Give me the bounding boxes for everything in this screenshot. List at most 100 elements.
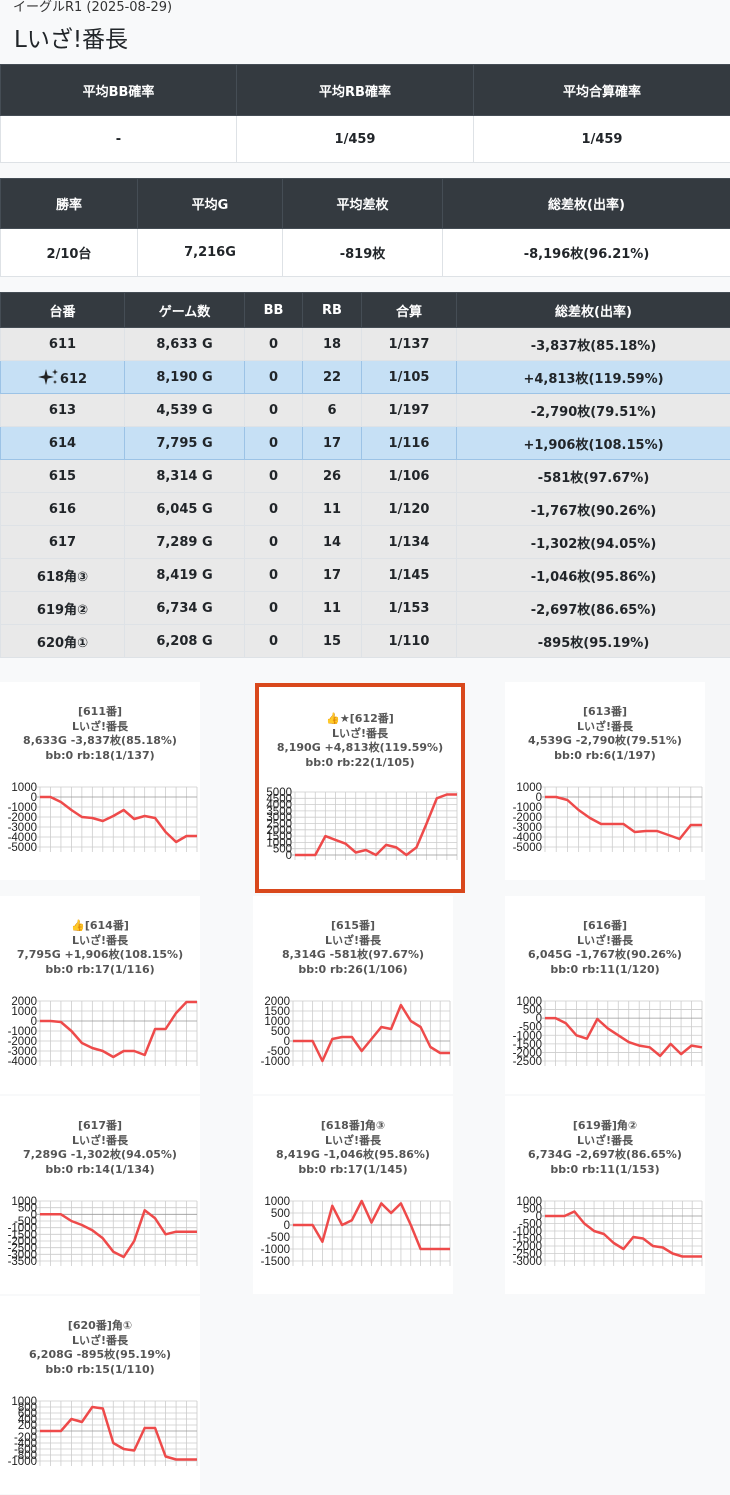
machine-table: 台番 ゲーム数 BB RB 合算 総差枚(出率) 611 8,633 G 0 18 1/… <box>0 292 730 658</box>
header-bb: BB <box>244 292 303 328</box>
chart-caption-line: 👍★[612番] <box>326 712 394 725</box>
y-tick-label: 0 <box>536 1013 542 1025</box>
cell-text: 22 <box>322 369 342 385</box>
cell-text: 0 <box>268 336 279 352</box>
cell-text: 620角① <box>36 635 89 651</box>
cell-bb: 0 <box>244 459 303 493</box>
y-tick-label: 500 <box>18 1203 37 1215</box>
cell-rb: 6 <box>302 393 362 427</box>
cell-rb: 14 <box>302 525 362 559</box>
chart-caption-line: bb:0 rb:11(1/153) <box>550 1162 660 1176</box>
chart-caption-line: 8,190G +4,813枚(119.59%) <box>276 741 444 754</box>
summary-table-probability: 平均BB確率 平均RB確率 平均合算確率 - 1/459 1/459 <box>0 64 730 163</box>
cell-diff: -3,837枚(85.18%) <box>456 327 730 361</box>
y-tick-label: -2000 <box>8 812 37 824</box>
y-tick-label: 500 <box>271 1026 290 1038</box>
cell-bb: 0 <box>244 426 303 460</box>
cell-total: 1/120 <box>361 492 457 526</box>
cell-diff: -2,790枚(79.51%) <box>456 393 730 427</box>
y-tick-label: -500 <box>267 1046 290 1058</box>
series-line <box>545 795 702 841</box>
chart-caption-line: 6,734G -2,697枚(86.65%) <box>528 1148 682 1161</box>
y-tick-label: 0 <box>286 850 292 862</box>
chart-caption-line: [618番]角③ <box>320 1119 386 1132</box>
y-tick-label: -5000 <box>8 842 37 854</box>
cell-text: 8,419 G <box>156 567 213 583</box>
series-line <box>295 793 457 857</box>
cell-bb: 0 <box>244 624 303 658</box>
y-tick-label: -2500 <box>513 1249 542 1261</box>
chart-caption-line: 4,539G -2,790枚(79.51%) <box>528 734 682 747</box>
y-tick-label: -1000 <box>513 1226 542 1238</box>
cell-text: 11 <box>322 501 342 517</box>
y-tick-label: 600 <box>18 1408 37 1420</box>
cell-machine-no: 611 <box>0 327 125 361</box>
y-tick-label: 0 <box>284 1036 290 1048</box>
cell-text: 0 <box>268 567 279 583</box>
chart-caption: [620番]角① Lいざ!番長 6,208G -895枚(95.19%) bb:0 r… <box>0 1319 200 1377</box>
cell-text: +4,813枚(119.59%) <box>523 371 664 387</box>
cell-text: 0 <box>268 633 279 649</box>
y-tick-label: 0 <box>31 1016 37 1028</box>
y-tick-label: -1000 <box>8 1223 37 1235</box>
y-tick-label: 1000 <box>516 996 542 1008</box>
cell-machine-no: 615 <box>0 459 125 493</box>
cell-text: -2,790枚(79.51%) <box>530 404 657 420</box>
cell-total: 1/134 <box>361 525 457 559</box>
line-chart: 10005000-500-1000-1500-2000-2500-3000-35… <box>8 1196 198 1268</box>
y-tick-label: 1500 <box>266 831 292 843</box>
cell-text: -2,697枚(86.65%) <box>530 602 657 618</box>
series-line <box>293 1199 450 1251</box>
series-line <box>40 1000 197 1059</box>
chart-caption-line: Lいざ!番長 <box>71 933 129 947</box>
value-total-diff: -8,196枚(96.21%) <box>442 228 730 277</box>
y-tick-label: 500 <box>273 844 292 856</box>
table-row: 611 8,633 G 0 18 1/137 -3,837枚(85.18%) <box>0 327 730 361</box>
page-title: Lいざ!番長 <box>14 27 129 53</box>
value-avg-diff: -819枚 <box>282 228 443 277</box>
y-tick-label: 1000 <box>266 837 292 849</box>
y-tick-label: -4000 <box>8 1056 37 1068</box>
chart-caption-line: [620番]角① <box>67 1319 133 1332</box>
y-tick-label: -3000 <box>8 1046 37 1058</box>
cell-machine-no: 617 <box>0 525 125 559</box>
cell-text: 1/145 <box>388 567 430 583</box>
y-tick-label: -1500 <box>513 1234 542 1246</box>
y-tick-label: 2000 <box>11 996 37 1008</box>
y-tick-label: 0 <box>536 1211 542 1223</box>
cell-text: 11 <box>322 600 342 616</box>
cell-text: 617 <box>48 534 77 550</box>
y-tick-label: 1000 <box>11 1006 37 1018</box>
chart-caption-line: bb:0 rb:14(1/134) <box>45 1162 155 1176</box>
y-tick-label: -1500 <box>8 1229 37 1241</box>
cell-text: 1/110 <box>388 633 430 649</box>
series-line <box>40 1405 197 1461</box>
cell-diff: -895枚(95.19%) <box>456 624 730 658</box>
cell-diff: -2,697枚(86.65%) <box>456 591 730 625</box>
y-tick-label: 2000 <box>264 996 290 1008</box>
y-tick-label: -2500 <box>513 1056 542 1068</box>
cell-diff: -581枚(97.67%) <box>456 459 730 493</box>
series-line <box>40 1209 197 1259</box>
cell-text: 0 <box>268 435 279 451</box>
cell-games: 8,419 G <box>124 558 245 592</box>
y-tick-label: -4000 <box>513 832 542 844</box>
y-tick-label: 2000 <box>266 825 292 837</box>
cell-text: 615 <box>48 468 77 484</box>
header-machine-no: 台番 <box>0 292 125 328</box>
series-line <box>545 1016 703 1058</box>
y-tick-label: -1500 <box>261 1256 290 1268</box>
chart-caption-line: [616番] <box>582 919 628 932</box>
chart-caption-line: bb:0 rb:22(1/105) <box>305 755 415 769</box>
chart-caption-line: bb:0 rb:11(1/120) <box>550 962 660 976</box>
cell-bb: 0 <box>244 525 303 559</box>
cell-text: 618角③ <box>36 569 89 585</box>
cell-total: 1/137 <box>361 327 457 361</box>
chart-caption-line: Lいざ!番長 <box>331 726 389 740</box>
cell-text: -895枚(95.19%) <box>537 635 650 651</box>
cell-text: 8,190 G <box>156 369 213 385</box>
